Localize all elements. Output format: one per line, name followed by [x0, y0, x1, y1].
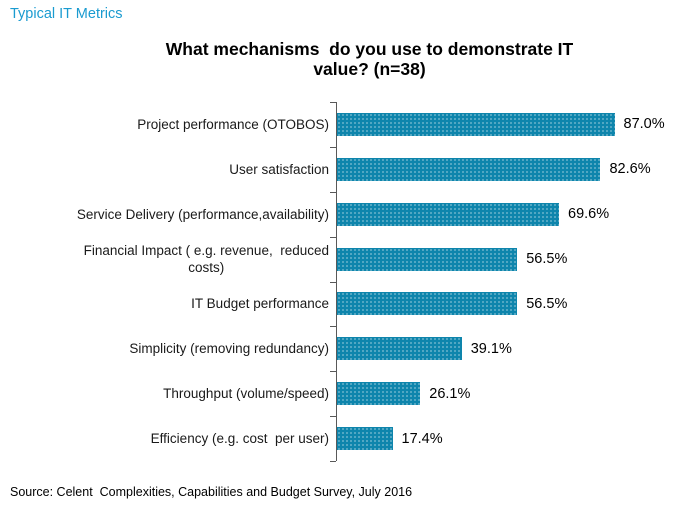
category-label: IT Budget performance [191, 296, 329, 312]
category-label: Financial Impact ( e.g. revenue, reduced… [83, 243, 329, 276]
category-label-cell: Service Delivery (performance,availabili… [0, 192, 336, 237]
category-label: Simplicity (removing redundancy) [129, 341, 329, 357]
chart-row: Financial Impact ( e.g. revenue, reduced… [0, 236, 694, 282]
plot-area-cell: 39.1% [330, 326, 656, 372]
category-label-cell: IT Budget performance [0, 282, 336, 327]
chart-page: Typical IT Metrics What mechanisms do yo… [0, 6, 694, 519]
value-label: 87.0% [623, 116, 665, 133]
plot-area-cell: 69.6% [330, 191, 656, 237]
bar [337, 247, 518, 271]
bar-chart: Project performance (OTOBOS) 87.0% User … [0, 102, 694, 462]
value-label: 39.1% [470, 340, 512, 357]
chart-row: Project performance (OTOBOS) 87.0% [0, 102, 694, 147]
value-label: 82.6% [609, 161, 651, 178]
category-label: User satisfaction [229, 161, 329, 177]
chart-row: Efficiency (e.g. cost per user) 17.4% [0, 416, 694, 462]
bar [337, 157, 601, 181]
category-label: Service Delivery (performance,availabili… [76, 206, 329, 222]
plot-area-cell: 56.5% [330, 281, 656, 327]
bar [337, 382, 421, 406]
bar [337, 202, 560, 226]
category-label-cell: Project performance (OTOBOS) [0, 102, 336, 147]
chart-row: User satisfaction 82.6% [0, 146, 694, 192]
category-label-cell: Throughput (volume/speed) [0, 371, 336, 416]
value-label: 56.5% [526, 251, 568, 268]
plot-area-cell: 82.6% [330, 146, 656, 192]
category-label: Project performance (OTOBOS) [137, 116, 329, 132]
category-label: Throughput (volume/speed) [163, 386, 329, 402]
chart-row: Throughput (volume/speed) 26.1% [0, 371, 694, 417]
source-note: Source: Celent Complexities, Capabilitie… [10, 485, 413, 499]
plot-area-cell: 26.1% [330, 371, 656, 417]
chart-title: What mechanisms do you use to demonstrat… [165, 39, 574, 79]
bar [337, 337, 462, 361]
chart-row: Service Delivery (performance,availabili… [0, 191, 694, 237]
category-label-cell: Simplicity (removing redundancy) [0, 326, 336, 371]
chart-row: IT Budget performance 56.5% [0, 281, 694, 327]
bar [337, 292, 518, 316]
category-label: Efficiency (e.g. cost per user) [150, 431, 329, 447]
report-header: Typical IT Metrics [10, 6, 123, 22]
category-label-cell: Efficiency (e.g. cost per user) [0, 416, 336, 461]
bar [337, 427, 393, 451]
category-label-cell: User satisfaction [0, 147, 336, 192]
plot-area-cell: 56.5% [330, 236, 656, 282]
plot-area-cell: 87.0% [330, 102, 665, 147]
category-label-cell: Financial Impact ( e.g. revenue, reduced… [0, 237, 336, 282]
chart-row: Simplicity (removing redundancy) 39.1% [0, 326, 694, 372]
plot-area-cell: 17.4% [330, 416, 656, 462]
value-label: 17.4% [401, 430, 443, 447]
value-label: 69.6% [568, 206, 610, 223]
value-label: 56.5% [526, 295, 568, 312]
bar [337, 112, 615, 136]
value-label: 26.1% [429, 385, 471, 402]
